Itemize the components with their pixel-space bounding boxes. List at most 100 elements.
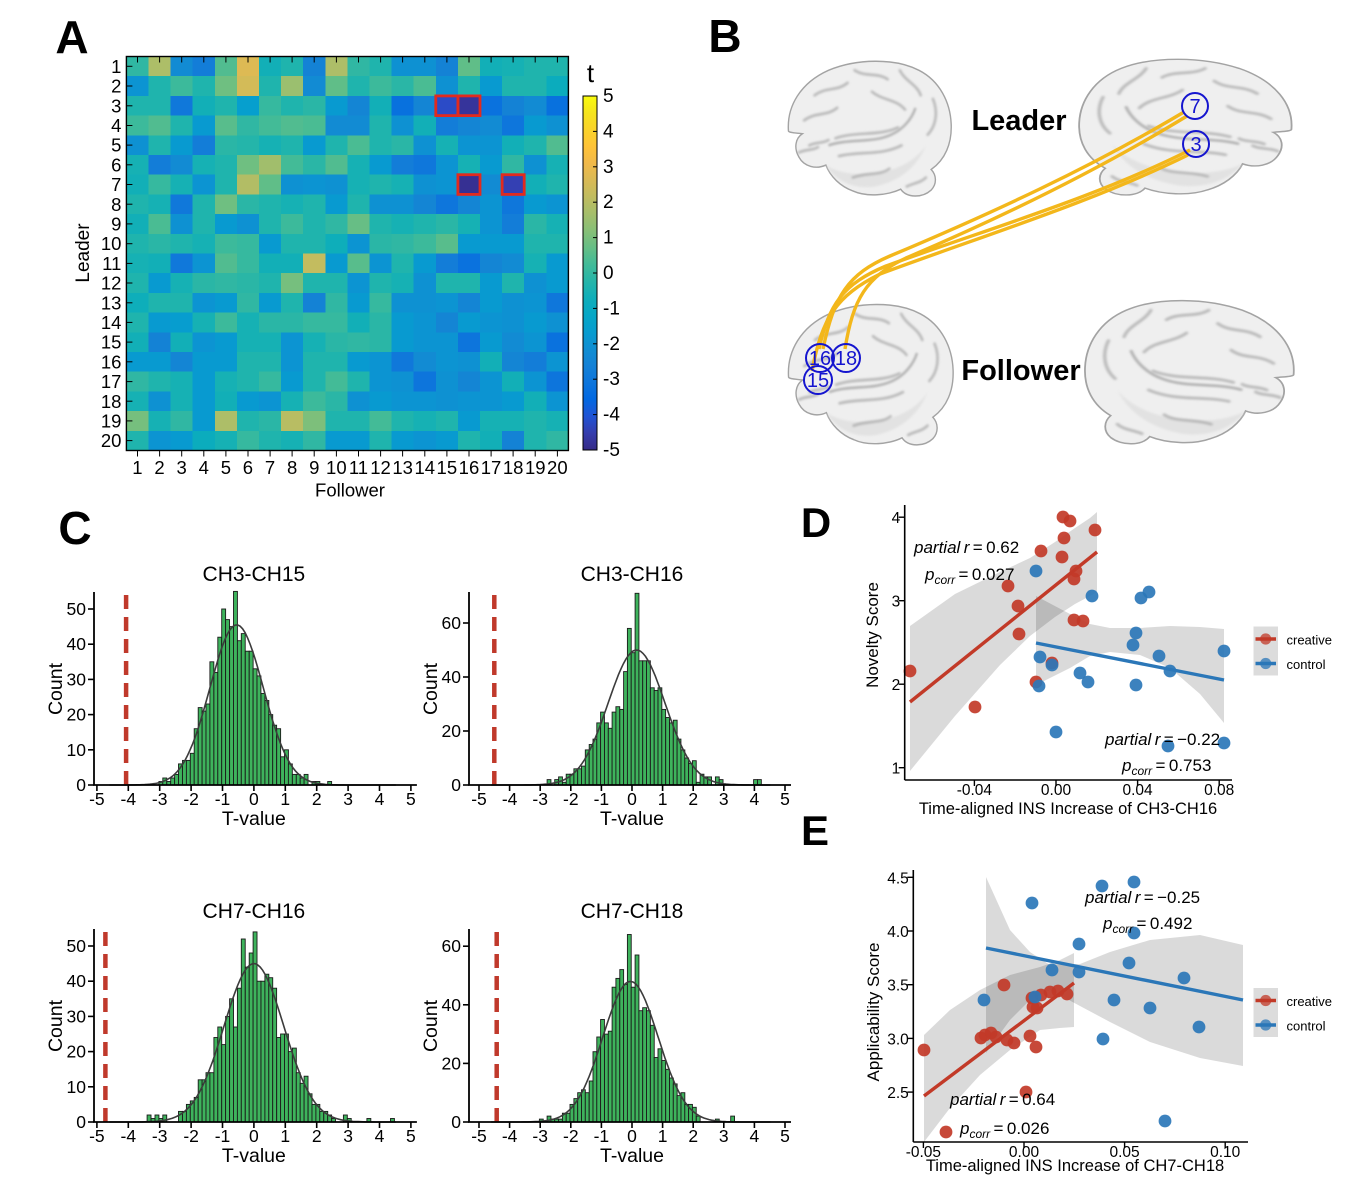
svg-text:Follower: Follower [961,355,1080,387]
svg-text:control: control [1287,1019,1326,1034]
svg-text:4: 4 [750,1126,760,1146]
svg-text:0.10: 0.10 [1210,1144,1241,1161]
svg-text:5: 5 [603,86,614,107]
svg-text:-4: -4 [121,789,137,809]
svg-text:partial r = 0.62: partial r = 0.62 [913,538,1019,557]
svg-text:5: 5 [406,1126,416,1146]
svg-text:B: B [708,10,741,62]
svg-text:T-value: T-value [222,808,286,830]
svg-text:0.08: 0.08 [1204,782,1234,799]
svg-text:creative: creative [1287,633,1333,648]
svg-text:20: 20 [547,457,568,478]
svg-text:6: 6 [111,154,121,175]
svg-text:pcorr = 0.027: pcorr = 0.027 [924,565,1014,587]
svg-text:1: 1 [280,1126,290,1146]
svg-text:0.00: 0.00 [1009,1144,1040,1161]
svg-text:10: 10 [326,457,347,478]
svg-text:Time-aligned INS Increase of C: Time-aligned INS Increase of CH3-CH16 [919,800,1217,818]
svg-text:0.04: 0.04 [1123,782,1154,799]
svg-text:-2: -2 [183,1126,199,1146]
svg-text:18: 18 [835,348,857,370]
svg-text:0: 0 [451,775,461,795]
svg-text:60: 60 [442,613,462,633]
svg-text:60: 60 [442,936,462,956]
svg-text:D: D [801,499,831,546]
svg-text:9: 9 [111,213,121,234]
svg-text:E: E [801,807,829,854]
svg-text:pcorr = 0.026: pcorr = 0.026 [959,1119,1049,1141]
svg-text:15: 15 [807,370,829,392]
svg-text:creative: creative [1287,994,1333,1009]
svg-text:Novelty Score: Novelty Score [863,582,882,688]
svg-text:2: 2 [688,1126,698,1146]
svg-text:-5: -5 [89,789,105,809]
svg-text:-3: -3 [532,789,548,809]
svg-text:2: 2 [312,1126,322,1146]
svg-text:-3: -3 [152,789,168,809]
svg-text:1: 1 [892,761,901,778]
svg-text:2: 2 [154,457,164,478]
svg-text:-1: -1 [594,789,610,809]
svg-text:Time-aligned INS Increase of C: Time-aligned INS Increase of CH7-CH18 [926,1157,1224,1175]
svg-text:19: 19 [101,410,122,431]
svg-text:3.5: 3.5 [887,978,909,995]
svg-text:Applicability Score: Applicability Score [864,943,883,1082]
svg-text:15: 15 [437,457,458,478]
svg-text:1: 1 [132,457,142,478]
svg-text:4: 4 [111,115,121,136]
svg-text:-0.04: -0.04 [957,782,993,799]
svg-text:0.00: 0.00 [1041,782,1072,799]
svg-text:-1: -1 [603,298,620,319]
svg-text:18: 18 [503,457,524,478]
svg-text:Follower: Follower [315,480,385,501]
svg-text:-1: -1 [594,1126,610,1146]
svg-text:4: 4 [603,121,614,142]
svg-text:4.5: 4.5 [887,870,909,887]
svg-text:CH7-CH18: CH7-CH18 [581,900,684,923]
svg-text:partial r = 0.64: partial r = 0.64 [949,1090,1055,1109]
svg-text:partial r = −0.22: partial r = −0.22 [1104,730,1220,749]
svg-text:10: 10 [101,233,122,254]
svg-text:3: 3 [343,1126,353,1146]
svg-text:2: 2 [603,192,614,213]
svg-text:4: 4 [750,789,760,809]
svg-text:-3: -3 [532,1126,548,1146]
svg-text:-5: -5 [603,440,620,461]
svg-text:3: 3 [719,789,729,809]
svg-text:20: 20 [101,430,122,451]
svg-text:17: 17 [101,371,122,392]
svg-text:control: control [1287,657,1326,672]
svg-text:5: 5 [780,1126,790,1146]
svg-text:13: 13 [392,457,413,478]
svg-text:CH3-CH15: CH3-CH15 [203,563,306,586]
svg-text:0: 0 [76,1112,86,1132]
svg-text:1: 1 [280,789,290,809]
svg-text:7: 7 [265,457,275,478]
svg-text:4: 4 [375,789,385,809]
svg-text:-2: -2 [603,334,620,355]
svg-text:-5: -5 [471,789,487,809]
svg-text:9: 9 [309,457,319,478]
svg-text:-3: -3 [603,369,620,390]
svg-text:0: 0 [603,263,614,284]
svg-text:14: 14 [414,457,435,478]
svg-text:pcorr = 0.753: pcorr = 0.753 [1121,756,1211,778]
svg-text:Count: Count [420,662,442,715]
svg-text:0: 0 [249,789,259,809]
svg-text:2: 2 [688,789,698,809]
svg-text:8: 8 [111,194,121,215]
svg-text:-2: -2 [183,789,199,809]
svg-text:4: 4 [199,457,209,478]
svg-text:16: 16 [809,348,831,370]
svg-text:4.0: 4.0 [887,924,909,941]
svg-text:30: 30 [67,669,87,689]
svg-text:16: 16 [101,351,122,372]
svg-text:1: 1 [111,56,121,77]
svg-text:-4: -4 [121,1126,137,1146]
svg-text:4: 4 [375,1126,385,1146]
svg-text:-2: -2 [563,1126,579,1146]
svg-text:10: 10 [67,1077,87,1097]
svg-text:50: 50 [67,936,87,956]
svg-text:0: 0 [627,789,637,809]
svg-text:t: t [587,58,595,88]
